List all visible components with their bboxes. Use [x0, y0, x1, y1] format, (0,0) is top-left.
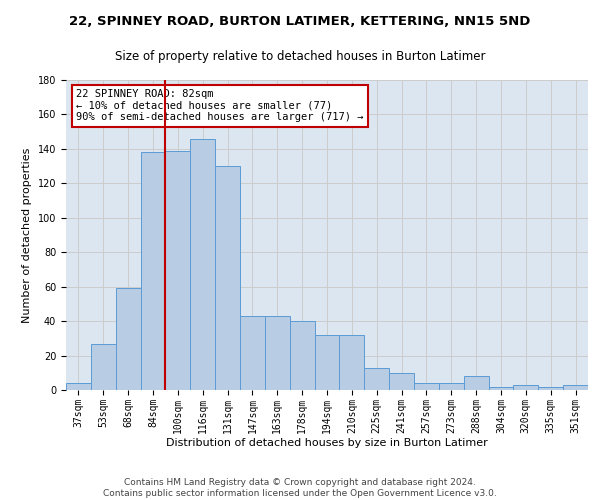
Bar: [215, 166, 240, 390]
Bar: [364, 368, 389, 390]
Bar: [265, 316, 290, 390]
Bar: [439, 383, 464, 390]
Bar: [340, 335, 364, 390]
Bar: [514, 385, 538, 390]
Bar: [91, 344, 116, 390]
Bar: [116, 288, 140, 390]
Bar: [314, 335, 340, 390]
Text: Contains HM Land Registry data © Crown copyright and database right 2024.
Contai: Contains HM Land Registry data © Crown c…: [103, 478, 497, 498]
X-axis label: Distribution of detached houses by size in Burton Latimer: Distribution of detached houses by size …: [166, 438, 488, 448]
Bar: [166, 150, 190, 390]
Bar: [389, 373, 414, 390]
Bar: [563, 385, 588, 390]
Text: 22 SPINNEY ROAD: 82sqm
← 10% of detached houses are smaller (77)
90% of semi-det: 22 SPINNEY ROAD: 82sqm ← 10% of detached…: [76, 90, 364, 122]
Bar: [66, 383, 91, 390]
Text: 22, SPINNEY ROAD, BURTON LATIMER, KETTERING, NN15 5ND: 22, SPINNEY ROAD, BURTON LATIMER, KETTER…: [70, 15, 530, 28]
Bar: [488, 386, 514, 390]
Bar: [538, 386, 563, 390]
Bar: [290, 321, 314, 390]
Bar: [240, 316, 265, 390]
Bar: [190, 138, 215, 390]
Y-axis label: Number of detached properties: Number of detached properties: [22, 148, 32, 322]
Bar: [464, 376, 488, 390]
Bar: [414, 383, 439, 390]
Text: Size of property relative to detached houses in Burton Latimer: Size of property relative to detached ho…: [115, 50, 485, 63]
Bar: [140, 152, 166, 390]
